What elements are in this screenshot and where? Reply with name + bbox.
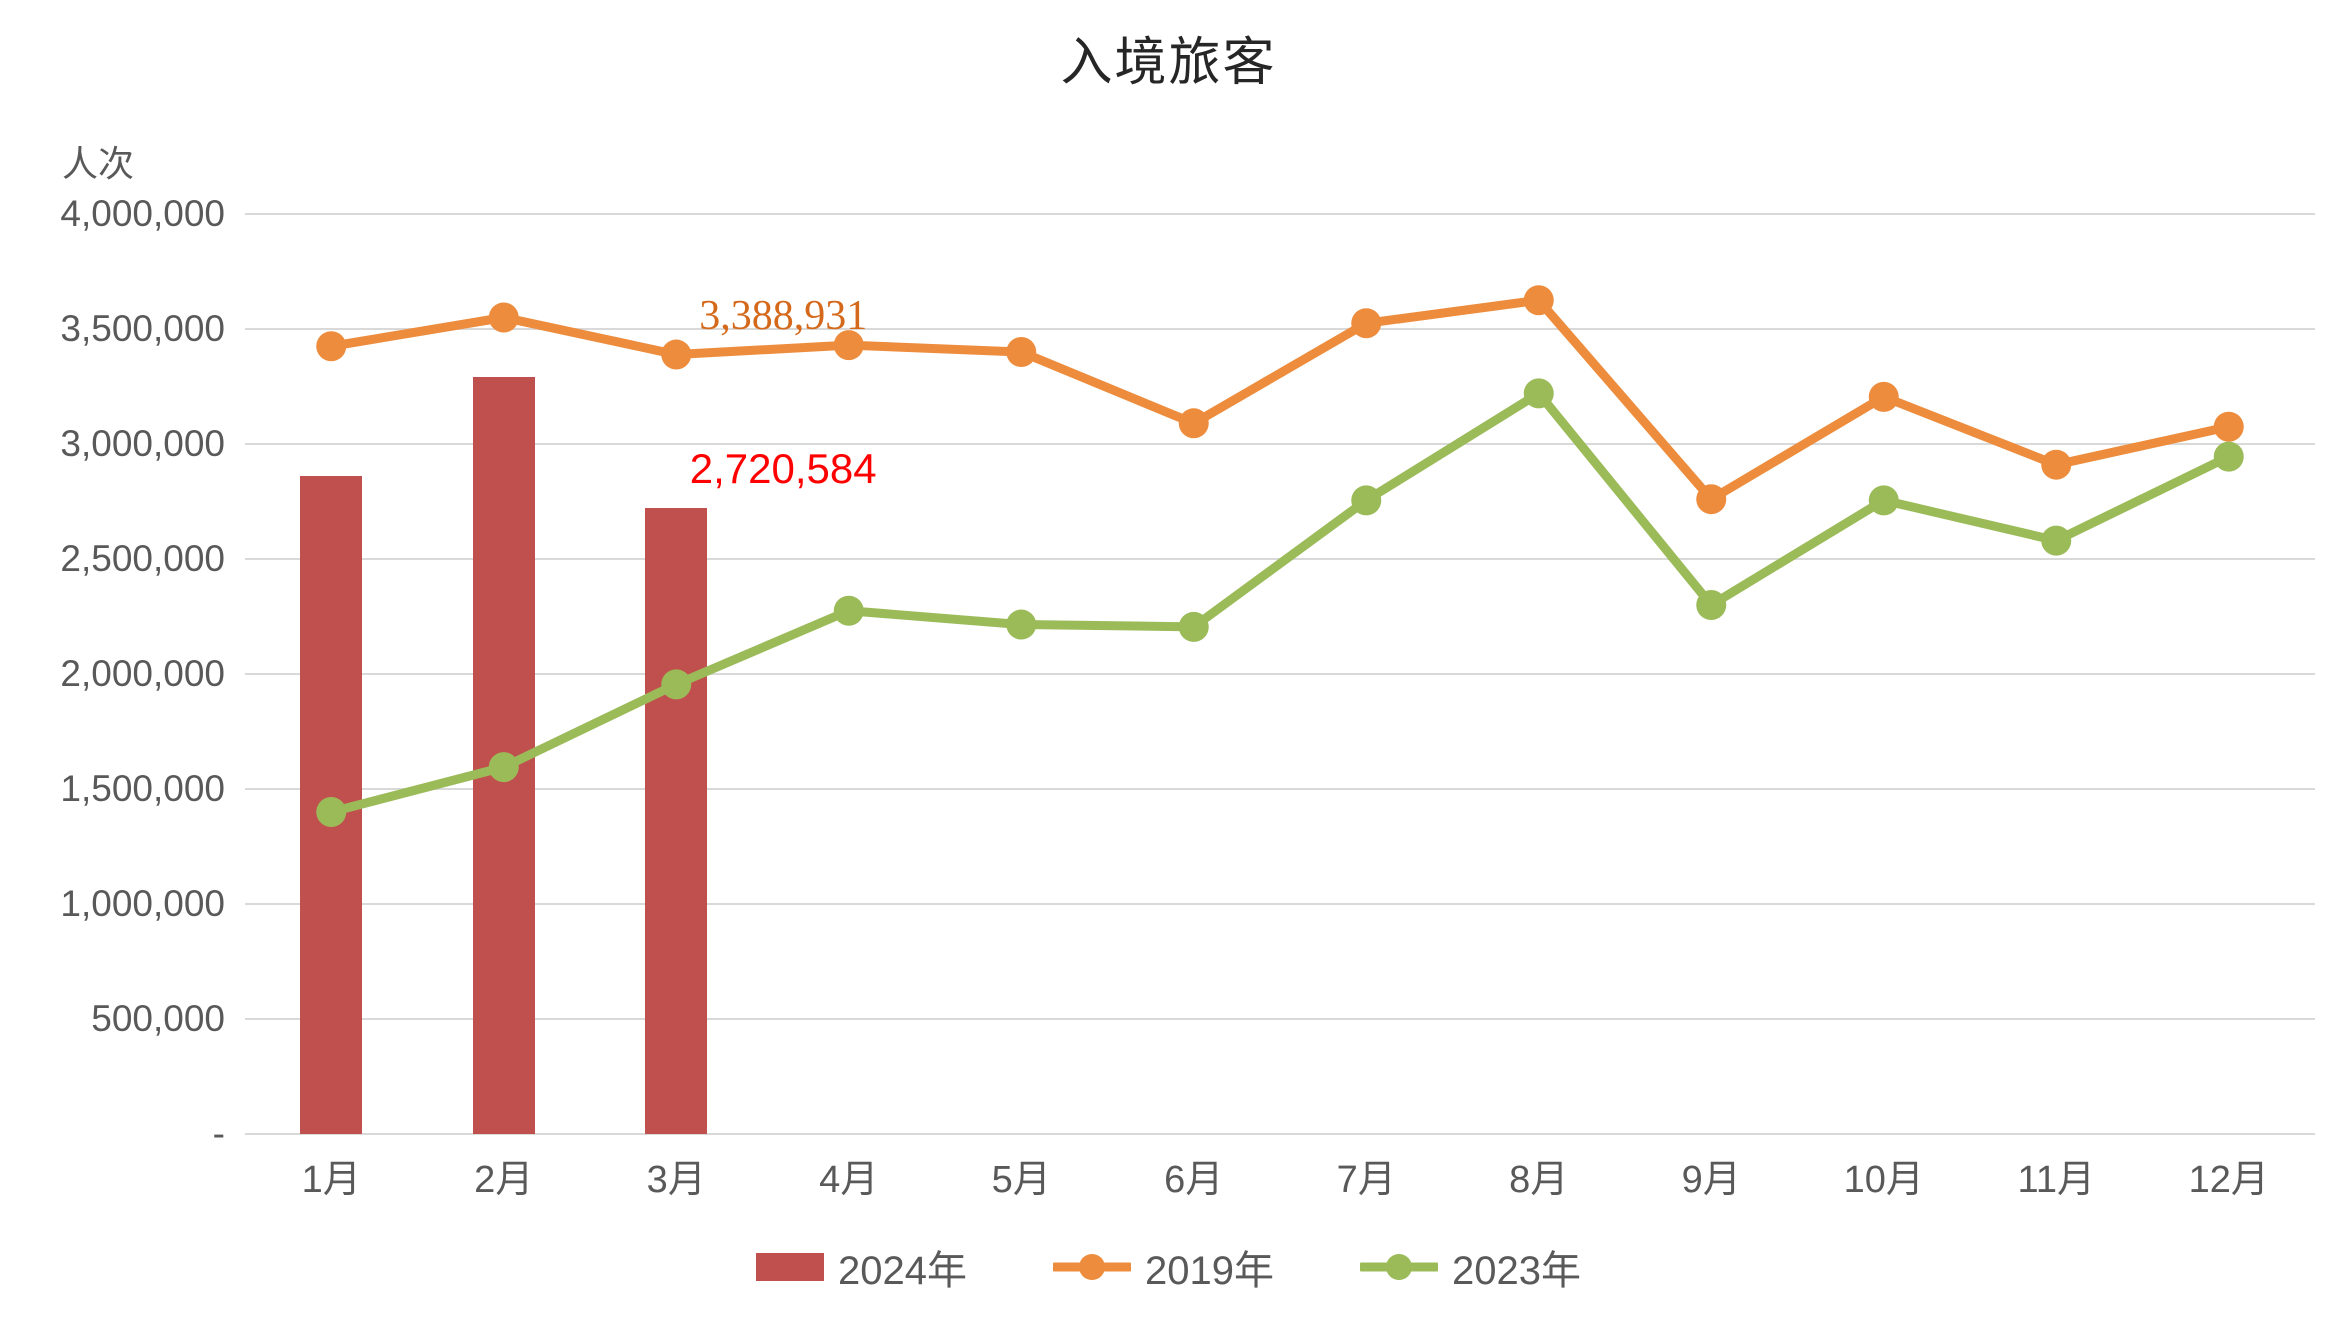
y-axis-tick-label: 3,000,000 bbox=[60, 423, 225, 464]
line-path bbox=[326, 388, 2234, 817]
data-point-marker[interactable] bbox=[488, 302, 519, 333]
data-point-marker[interactable] bbox=[661, 339, 692, 370]
legend-item[interactable]: 2023年 bbox=[1359, 1238, 1581, 1296]
y-axis-tick-label: 500,000 bbox=[91, 998, 225, 1039]
chart-legend: 2024年 2019年 2023年 bbox=[0, 1238, 2337, 1296]
legend-item[interactable]: 2024年 bbox=[756, 1238, 967, 1296]
chart-title: 入境旅客 bbox=[1060, 34, 1277, 92]
legend-label: 2024年 bbox=[838, 1249, 967, 1293]
data-point-marker[interactable] bbox=[316, 331, 347, 362]
data-point-marker[interactable] bbox=[2041, 449, 2072, 480]
data-point-marker[interactable] bbox=[2213, 411, 2244, 442]
bar[interactable] bbox=[645, 508, 708, 1134]
gridline bbox=[245, 673, 2315, 675]
gridline bbox=[245, 213, 2315, 215]
x-axis-tick-labels: 1月 2月 3月 4月 5月 6月 7月 8月 9月 10月 11月 12月 bbox=[245, 1148, 2315, 1208]
y-axis-tick-label: 4,000,000 bbox=[60, 193, 225, 234]
x-axis-tick-label: 6月 bbox=[1164, 1159, 1224, 1201]
gridline bbox=[245, 903, 2315, 905]
x-axis-tick-label: 7月 bbox=[1336, 1159, 1396, 1201]
y-axis-tick-label: 2,000,000 bbox=[60, 653, 225, 694]
y-axis-tick-label: 1,000,000 bbox=[60, 883, 225, 924]
x-axis-tick-label: 3月 bbox=[646, 1159, 706, 1201]
data-point-marker[interactable] bbox=[1523, 378, 1554, 409]
data-point-marker[interactable] bbox=[2213, 441, 2244, 472]
legend-line-swatch-icon bbox=[1053, 1253, 1131, 1281]
data-point-marker[interactable] bbox=[1178, 611, 1209, 642]
data-point-marker[interactable] bbox=[661, 669, 692, 700]
line-path bbox=[326, 295, 2234, 504]
data-label: 2,720,584 bbox=[689, 445, 877, 493]
x-axis-tick-label: 12月 bbox=[2188, 1159, 2269, 1201]
y-axis-unit-label: 人次 bbox=[62, 143, 135, 184]
data-label: 3,388,931 bbox=[699, 292, 868, 339]
data-point-marker[interactable] bbox=[833, 595, 864, 626]
x-axis-tick-label: 2月 bbox=[474, 1159, 534, 1201]
x-axis-tick-label: 4月 bbox=[819, 1159, 879, 1201]
legend-label: 2023年 bbox=[1451, 1249, 1581, 1293]
legend-line-swatch-icon bbox=[1359, 1253, 1438, 1281]
x-axis-tick-label: 5月 bbox=[991, 1159, 1051, 1201]
data-point-marker[interactable] bbox=[1351, 308, 1382, 339]
gridline bbox=[245, 443, 2315, 445]
y-axis-tick-label: - bbox=[212, 1113, 225, 1154]
gridline bbox=[245, 1133, 2315, 1135]
data-point-marker[interactable] bbox=[833, 330, 864, 361]
gridline bbox=[245, 328, 2315, 330]
data-point-marker[interactable] bbox=[1868, 381, 1899, 412]
x-axis-tick-label: 11月 bbox=[2017, 1159, 2095, 1201]
gridline bbox=[245, 1018, 2315, 1020]
data-point-marker[interactable] bbox=[1523, 285, 1554, 316]
x-axis-tick-label: 8月 bbox=[1509, 1159, 1569, 1201]
data-point-marker[interactable] bbox=[1178, 408, 1209, 439]
data-point-marker[interactable] bbox=[316, 797, 347, 827]
data-point-marker[interactable] bbox=[1868, 485, 1899, 516]
data-point-marker[interactable] bbox=[2041, 525, 2072, 556]
data-point-marker[interactable] bbox=[1351, 485, 1382, 516]
legend-marker-icon bbox=[1385, 1254, 1412, 1280]
data-point-marker[interactable] bbox=[1006, 609, 1037, 640]
legend-marker-icon bbox=[1079, 1254, 1105, 1280]
x-axis-tick-label: 10月 bbox=[1843, 1159, 1924, 1201]
legend-item[interactable]: 2019年 bbox=[1053, 1238, 1274, 1296]
plot-area: 3,388,931 2,720,584 bbox=[245, 213, 2315, 1135]
data-point-marker[interactable] bbox=[1696, 484, 1727, 515]
gridline bbox=[245, 788, 2315, 790]
y-axis-tick-label: 1,500,000 bbox=[60, 768, 225, 809]
y-axis-tick-label: 3,500,000 bbox=[60, 308, 225, 349]
y-axis-tick-label: 2,500,000 bbox=[60, 538, 225, 579]
data-point-marker[interactable] bbox=[1006, 337, 1037, 367]
data-point-marker[interactable] bbox=[1696, 590, 1727, 620]
line-series-layer bbox=[316, 285, 2244, 827]
x-axis-tick-label: 1月 bbox=[301, 1159, 361, 1201]
legend-label: 2019年 bbox=[1145, 1249, 1274, 1293]
data-point-marker[interactable] bbox=[488, 752, 519, 783]
legend-bar-swatch-icon bbox=[756, 1253, 825, 1281]
x-axis-tick-label: 9月 bbox=[1681, 1159, 1741, 1201]
